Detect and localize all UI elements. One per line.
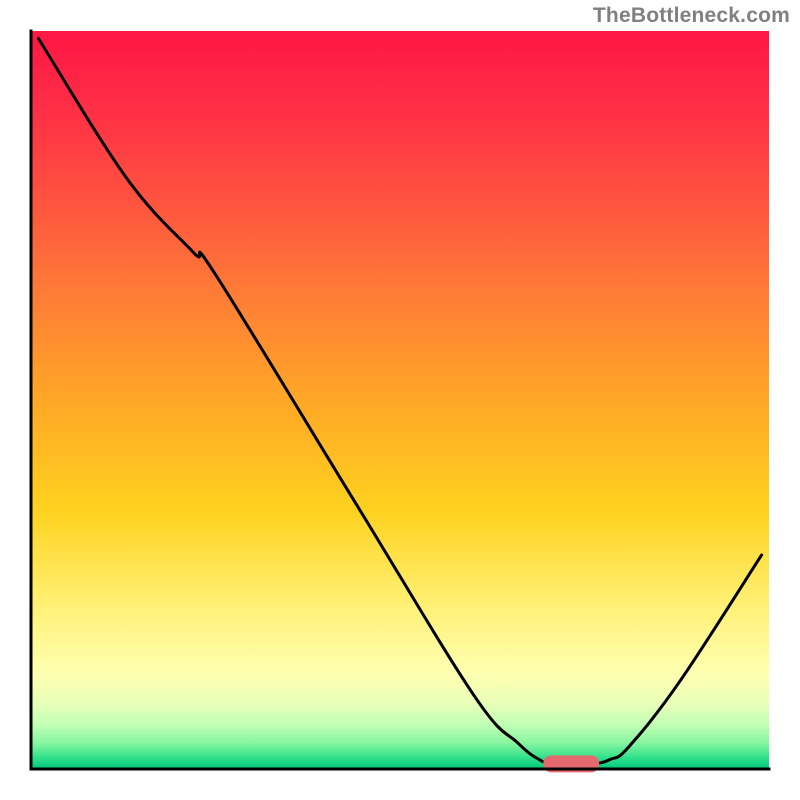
watermark-text: TheBottleneck.com	[593, 4, 790, 28]
chart-container: { "watermark": { "text": "TheBottleneck.…	[0, 0, 800, 800]
bottleneck-chart	[0, 0, 800, 800]
gradient-background	[31, 31, 769, 769]
